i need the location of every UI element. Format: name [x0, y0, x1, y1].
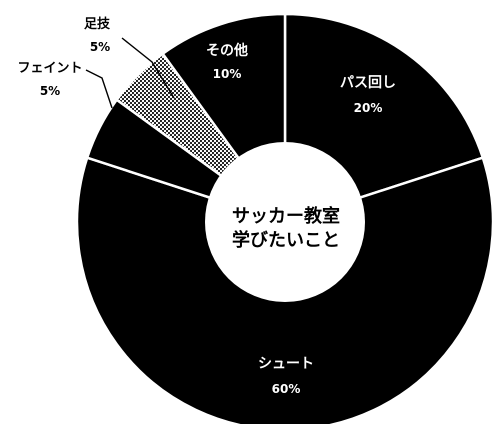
center-title-line2: 学びたいこと: [232, 229, 340, 251]
label-other: その他: [206, 42, 248, 59]
pct-pass: 20%: [354, 101, 383, 115]
pct-footwork: 5%: [90, 40, 110, 54]
leader-line-feint: [85, 69, 113, 109]
center-title-line1: サッカー教室: [232, 205, 340, 227]
pct-feint: 5%: [40, 84, 60, 98]
pct-other: 10%: [213, 67, 242, 81]
leader-line-footwork: [121, 37, 175, 99]
label-footwork: 足技: [84, 16, 111, 32]
donut-hole: [205, 142, 365, 302]
pct-shoot: 60%: [272, 382, 301, 396]
label-feint: フェイント: [17, 61, 82, 76]
label-shoot: シュート: [258, 356, 314, 372]
label-pass: パス回し: [340, 75, 396, 91]
